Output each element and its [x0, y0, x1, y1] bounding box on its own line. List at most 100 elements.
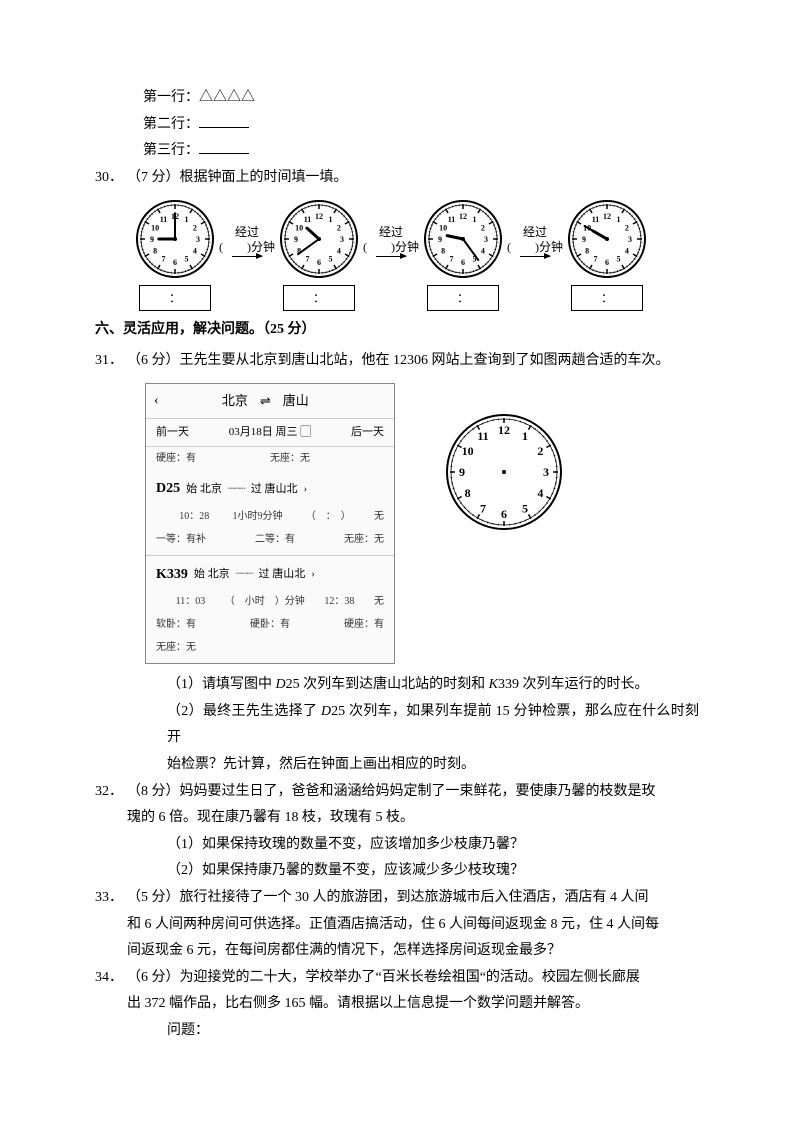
svg-text:3: 3	[196, 235, 200, 244]
question-34: 34． （6 分）为迎接党的二十大，学校举办了“百米长卷绘祖国“的活动。校园左侧…	[95, 965, 699, 992]
svg-text:3: 3	[340, 235, 344, 244]
svg-text:6: 6	[461, 258, 465, 267]
back-icon: ‹	[154, 388, 159, 415]
pattern-row-2: 第二行：	[95, 112, 699, 139]
svg-text:1: 1	[329, 215, 333, 224]
next-day: 后一天	[351, 422, 384, 443]
svg-text:10: 10	[151, 224, 159, 233]
calendar-icon: ▢	[300, 426, 311, 438]
svg-text:9: 9	[582, 235, 586, 244]
svg-text:10: 10	[462, 444, 474, 458]
svg-text:4: 4	[481, 247, 485, 256]
svg-text:11: 11	[160, 215, 168, 224]
svg-text:9: 9	[438, 235, 442, 244]
seat-flag: 无	[374, 507, 384, 526]
svg-text:8: 8	[585, 247, 589, 256]
train-from: 始 北京	[186, 479, 222, 500]
svg-text:4: 4	[193, 247, 197, 256]
svg-text:10: 10	[439, 224, 447, 233]
q33-num: 33．	[95, 885, 127, 912]
svg-text:2: 2	[625, 224, 629, 233]
svg-text:12: 12	[315, 212, 323, 221]
svg-text:11: 11	[592, 215, 600, 224]
chevron-icon: ›	[311, 564, 315, 585]
seat-info: 无座：无	[344, 530, 384, 549]
time-box: ：	[427, 285, 499, 311]
clock-gap: 经过( )分钟	[363, 225, 419, 257]
ticket-from: 北京	[222, 389, 248, 414]
dash-icon: ┄┄┄	[228, 479, 245, 500]
q30-text: 根据钟面上的时间填一填。	[180, 170, 348, 185]
q33-line3: 间返现金 6 元，在每间房都住满的情况下，怎样选择房间返现金最多？	[95, 938, 699, 965]
q34-sub: 问题：	[95, 1018, 699, 1045]
svg-text:9: 9	[294, 235, 298, 244]
blank-line	[199, 138, 249, 154]
q34-num: 34．	[95, 965, 127, 992]
ticket-box: ‹ 北京 ⇌ 唐山 前一天 03月18日 周三 ▢ 后一天 硬座：有 无座：无 …	[145, 383, 395, 665]
svg-text:1: 1	[522, 428, 528, 442]
duration: （ 小时 ）分钟	[225, 592, 305, 611]
q34-text1: 为迎接党的二十大，学校举办了“百米长卷绘祖国“的活动。校园左侧长廊展	[180, 970, 640, 985]
question-30: 30． （7 分）根据钟面上的时间填一填。	[95, 165, 699, 192]
svg-text:12: 12	[603, 212, 611, 221]
q33-text1: 旅行社接待了一个 30 人的旅游团，到达旅游城市后入住酒店，酒店有 4 人间	[180, 890, 649, 905]
q30-num: 30．	[95, 165, 127, 192]
clock-gap: 经过( )分钟	[507, 225, 563, 257]
svg-text:1: 1	[473, 215, 477, 224]
q33-points: （5 分）	[127, 890, 180, 905]
svg-text:2: 2	[193, 224, 197, 233]
svg-text:6: 6	[501, 507, 507, 521]
q32-text1: 妈妈要过生日了，爸爸和涵涵给妈妈定制了一束鲜花，要使康乃馨的枝数是玫	[180, 784, 656, 799]
ticket-header: ‹ 北京 ⇌ 唐山	[146, 384, 394, 420]
q33-line2: 和 6 人间两种房间可供选择。正值酒店搞活动，住 6 人间每间返现金 8 元，住…	[95, 912, 699, 939]
svg-text:12: 12	[498, 423, 510, 437]
ticket-date: 03月18日 周三	[229, 426, 298, 438]
row1-prefix: 第一行：	[143, 90, 199, 105]
arr-time: 12：38	[324, 592, 354, 611]
arr-time: （ ： ）	[306, 507, 351, 526]
big-clock: 123456789101112	[445, 413, 563, 542]
seat-info: 无座：无	[156, 638, 196, 657]
svg-text:10: 10	[295, 224, 303, 233]
question-31: 31． （6 分）王先生要从北京到唐山北站，他在 12306 网站上查询到了如图…	[95, 348, 699, 375]
train-to: 过 唐山北	[259, 564, 306, 585]
clock-unit: 123456789101112：	[135, 199, 215, 311]
svg-text:6: 6	[317, 258, 321, 267]
svg-text:11: 11	[304, 215, 312, 224]
svg-text:4: 4	[625, 247, 629, 256]
q31-sub2-line1: （2）最终王先生选择了 D25 次列车，如果列车提前 15 分钟检票，那么应在什…	[95, 699, 699, 752]
row3-prefix: 第三行：	[143, 143, 199, 158]
section-6-title: 六、灵活应用，解决问题。（25 分）	[95, 317, 699, 344]
svg-text:7: 7	[162, 255, 166, 264]
duration: 1小时9分钟	[233, 507, 283, 526]
svg-text:4: 4	[537, 486, 543, 500]
seat-info: 硬座：有	[156, 449, 196, 468]
q31-points: （6 分）	[127, 353, 180, 368]
q30-points: （7 分）	[127, 170, 180, 185]
seat-info: 无座：无	[270, 449, 310, 468]
q32-sub1: （1）如果保持玫瑰的数量不变，应该增加多少枝康乃馨？	[95, 832, 699, 859]
svg-text:11: 11	[448, 215, 456, 224]
seat-info: 二等：有	[255, 530, 295, 549]
seat-info: 一等：有补	[156, 530, 206, 549]
q31-text: 王先生要从北京到唐山北站，他在 12306 网站上查询到了如图两趟合适的车次。	[180, 353, 670, 368]
svg-text:5: 5	[329, 255, 333, 264]
svg-text:7: 7	[306, 255, 310, 264]
ticket-seat-summary: 硬座：有 无座：无	[146, 447, 394, 470]
svg-text:2: 2	[337, 224, 341, 233]
q31-num: 31．	[95, 348, 127, 375]
svg-text:7: 7	[450, 255, 454, 264]
svg-text:7: 7	[594, 255, 598, 264]
q34-points: （6 分）	[127, 970, 180, 985]
dep-time: 11：03	[176, 592, 206, 611]
svg-text:11: 11	[477, 428, 488, 442]
q32-line2: 瑰的 6 倍。现在康乃馨有 18 枝，玫瑰有 5 枝。	[95, 805, 699, 832]
svg-text:3: 3	[543, 465, 549, 479]
svg-text:2: 2	[537, 444, 543, 458]
clock-unit: 123456789101112：	[567, 199, 647, 311]
pattern-row-3: 第三行：	[95, 138, 699, 165]
train-from: 始 北京	[194, 564, 230, 585]
dep-time: 10：28	[179, 507, 209, 526]
svg-text:6: 6	[173, 258, 177, 267]
svg-text:9: 9	[459, 465, 465, 479]
